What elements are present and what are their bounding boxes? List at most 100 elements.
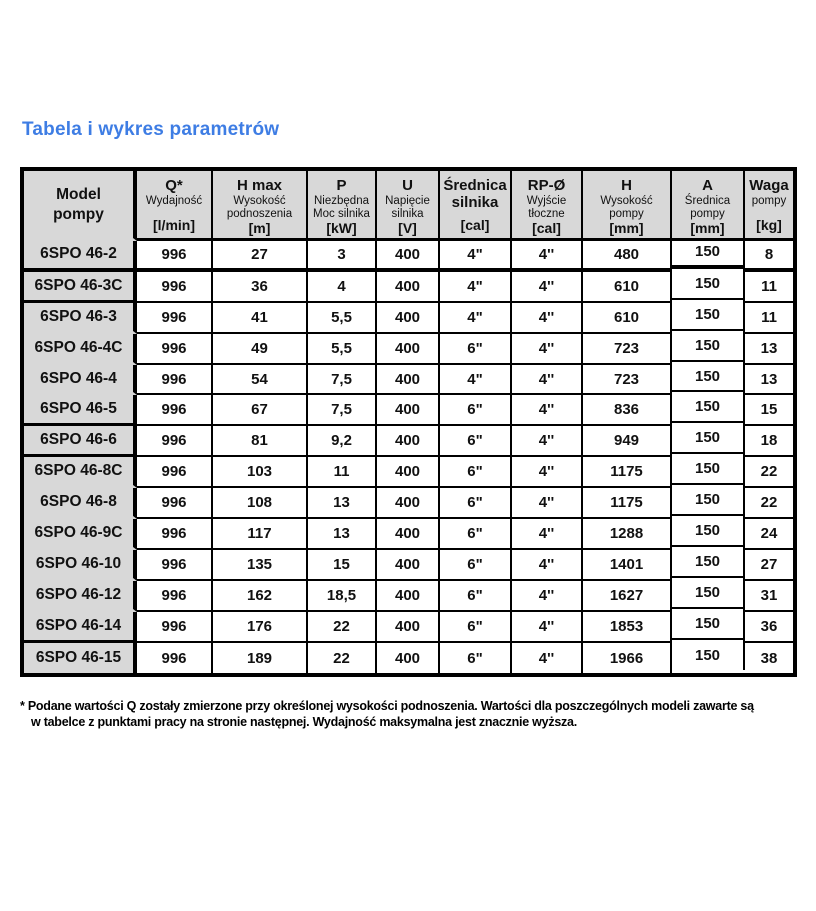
header-unit: [cal]	[532, 220, 561, 236]
value-cell-rp: 4''	[512, 488, 583, 520]
page-title: Tabela i wykres parametrów	[22, 119, 280, 140]
value-cell-hmax: 67	[213, 395, 308, 427]
header-subtitle: Wyjście tłoczne	[526, 195, 567, 221]
value-cell-u: 400	[377, 611, 440, 643]
value-cell-srednica: 6"	[440, 488, 512, 520]
model-cell: 6SPO 46-3C	[24, 271, 137, 303]
value-cell-h: 723	[583, 333, 672, 365]
value-cell-h: 480	[583, 241, 672, 272]
value-cell-p: 9,2	[308, 426, 377, 458]
value-cell-hmax: 189	[213, 642, 308, 674]
value-cell-h: 1175	[583, 488, 672, 520]
value-cell-rp: 4''	[512, 364, 583, 396]
value-cell-hmax: 27	[213, 241, 308, 272]
value-cell-waga: 31	[745, 581, 793, 612]
value-cell-h: 1853	[583, 611, 672, 643]
header-subtitle: Wysokość podnoszenia	[226, 195, 293, 221]
value-cell-u: 400	[377, 241, 440, 272]
header-subtitle: Niezbędna Moc silnika	[313, 195, 370, 221]
header-cell-h: H Wysokość pompy [mm]	[583, 171, 672, 241]
header-unit: [mm]	[690, 220, 725, 236]
header-subtitle: Wysokość pompy	[600, 195, 653, 221]
value-cell-a: 150	[672, 392, 745, 424]
value-cell-h: 1401	[583, 549, 672, 581]
header-unit: [mm]	[609, 220, 644, 236]
value-cell-u: 400	[377, 549, 440, 581]
value-cell-a: 150	[672, 361, 745, 393]
header-cell-waga: Waga pompy [kg]	[745, 171, 793, 241]
value-cell-h: 610	[583, 302, 672, 334]
model-cell: 6SPO 46-10	[24, 549, 137, 581]
value-cell-h: 1175	[583, 457, 672, 489]
value-cell-p: 5,5	[308, 333, 377, 365]
footnote-line-2: w tabelce z punktami pracy na stronie na…	[31, 714, 577, 729]
header-cell-rp: RP-Ø Wyjście tłoczne [cal]	[512, 171, 583, 241]
value-cell-srednica: 6"	[440, 395, 512, 427]
value-cell-a: 150	[672, 577, 745, 609]
header-cell-hmax: H max Wysokość podnoszenia [m]	[213, 171, 308, 241]
parameters-table: Model pompy Q* Wydajność [l/min] H max Wysoko…	[20, 167, 797, 678]
value-cell-p: 22	[308, 642, 377, 674]
value-cell-a: 150	[672, 268, 745, 300]
value-cell-u: 400	[377, 364, 440, 396]
value-cell-q: 996	[137, 488, 213, 520]
footnote: * Podane wartości Q zostały zmierzone pr…	[20, 699, 754, 730]
model-cell: 6SPO 46-8	[24, 488, 137, 520]
header-name: A	[702, 177, 713, 194]
value-cell-waga: 38	[760, 649, 778, 667]
value-cell-rp: 4''	[512, 241, 583, 272]
value-cell-srednica: 4"	[440, 364, 512, 396]
value-cell-hmax: 41	[213, 302, 308, 334]
value-cell-rp: 4''	[512, 457, 583, 489]
header-cell-srednica: Średnica silnika [cal]	[440, 171, 512, 241]
value-cell-rp: 4''	[512, 611, 583, 643]
value-cell-u: 400	[377, 302, 440, 334]
value-cell-q: 996	[137, 271, 213, 303]
value-cell-q: 996	[137, 333, 213, 365]
model-cell: 6SPO 46-15	[24, 642, 137, 674]
model-cell: 6SPO 46-9C	[24, 519, 137, 550]
value-cell-rp: 4''	[512, 271, 583, 303]
value-cell-srednica: 6"	[440, 611, 512, 643]
footnote-line-1: * Podane wartości Q zostały zmierzone pr…	[20, 699, 754, 713]
value-cell-a: 150	[672, 608, 745, 640]
model-cell: 6SPO 46-12	[24, 580, 137, 612]
value-cell-p: 22	[308, 611, 377, 643]
value-cell-srednica: 4"	[440, 271, 512, 303]
value-cell-p: 7,5	[308, 364, 377, 396]
value-cell-srednica: 4"	[440, 241, 512, 272]
value-cell-waga: 13	[745, 334, 793, 365]
model-cell: 6SPO 46-14	[24, 611, 137, 643]
value-cell-h: 836	[583, 395, 672, 427]
value-cell-srednica: 6"	[440, 549, 512, 581]
header-name: Średnica silnika	[443, 177, 507, 212]
value-cell-h: 1966	[583, 642, 672, 674]
value-cell-hmax: 36	[213, 271, 308, 303]
value-cell-srednica: 6"	[440, 519, 512, 550]
value-cell-h: 610	[583, 271, 672, 303]
value-cell-hmax: 49	[213, 333, 308, 365]
value-cell-p: 7,5	[308, 395, 377, 427]
value-cell-p: 11	[308, 457, 377, 489]
value-cell-q: 996	[137, 519, 213, 550]
header-subtitle: Średnica pompy	[684, 195, 731, 221]
value-cell-rp: 4''	[512, 580, 583, 612]
value-cell-waga: 15	[745, 395, 793, 427]
value-cell-u: 400	[377, 642, 440, 674]
value-cell-srednica: 6"	[440, 642, 512, 674]
value-cell-a: 150	[672, 330, 745, 362]
header-cell-u: U Napięcie silnika [V]	[377, 171, 440, 241]
header-cell-q: Q* Wydajność [l/min]	[137, 171, 213, 241]
value-cell-u: 400	[377, 333, 440, 365]
value-cell-p: 13	[308, 488, 377, 520]
value-cell-srednica: 6"	[440, 333, 512, 365]
header-name: Model pompy	[53, 185, 104, 223]
value-cell-q: 996	[137, 241, 213, 272]
value-cell-p: 15	[308, 549, 377, 581]
value-cell-h: 949	[583, 426, 672, 458]
value-cell-a: 150	[672, 423, 745, 455]
value-cell-q: 996	[137, 549, 213, 581]
value-cell-rp: 4''	[512, 642, 583, 674]
model-cell: 6SPO 46-2	[24, 241, 137, 272]
value-cell-u: 400	[377, 580, 440, 612]
